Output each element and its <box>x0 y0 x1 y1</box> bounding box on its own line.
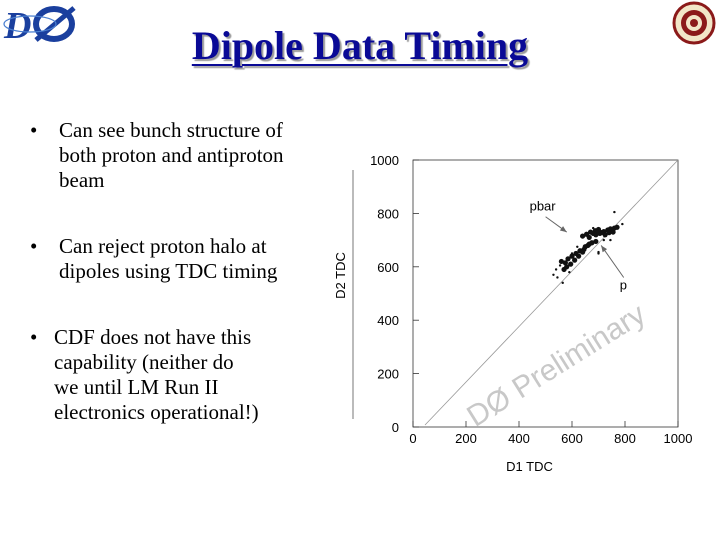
annotation-arrow-head <box>601 245 608 253</box>
data-point-p <box>558 258 564 265</box>
plot-frame <box>412 159 679 428</box>
data-point-halo <box>613 210 616 214</box>
bullet-symbol: • <box>30 234 38 258</box>
data-point-p <box>572 257 578 263</box>
annotation-pbar: pbar <box>530 199 557 214</box>
data-point-halo <box>552 273 555 277</box>
data-point-halo <box>554 268 558 271</box>
data-point-halo <box>576 245 579 248</box>
bullet-text: Can reject proton halo at dipoles using … <box>59 234 278 283</box>
x-tick-label: 1000 <box>664 431 693 446</box>
data-point-p <box>582 244 588 250</box>
data-point-pbar <box>614 224 620 230</box>
watermark-text: DØ Preliminary <box>461 298 651 434</box>
d0-logo-icon: D <box>2 2 80 47</box>
data-point-p <box>561 266 567 273</box>
bullet-text: Can see bunch structure of both proton a… <box>59 118 284 192</box>
bullet-text: CDF does not have this capability (neith… <box>54 325 259 424</box>
data-point-p <box>576 253 582 259</box>
x-tick-label: 0 <box>409 431 416 446</box>
annotation-arrow-line <box>600 245 625 278</box>
y-axis-label: D2 TDC <box>333 252 348 299</box>
y-tick-label: 800 <box>377 206 399 221</box>
scatter-plot: DØ Preliminary 0 200 400 600 800 1000 0 200 400 60… <box>330 130 720 485</box>
data-point-halo <box>561 281 564 285</box>
data-point-p <box>580 249 586 255</box>
data-point-halo <box>621 222 624 226</box>
data-point-halo <box>570 252 574 255</box>
data-point-halo <box>597 252 600 255</box>
y-tick-label: 600 <box>377 260 399 275</box>
scatter-chart: DØ Preliminary 0 200 400 600 800 1000 0 200 400 60… <box>333 153 693 474</box>
data-point-halo <box>609 238 612 242</box>
university-seal-icon <box>672 1 716 45</box>
data-point-halo <box>558 264 562 267</box>
svg-text:D: D <box>3 5 31 44</box>
bullet-symbol: • <box>30 325 38 349</box>
data-point-pbar <box>602 232 608 238</box>
y-tick-label: 400 <box>377 313 399 328</box>
y-tick-label: 0 <box>392 420 399 435</box>
x-axis-label: D1 TDC <box>506 459 553 474</box>
data-point-pbar <box>606 230 612 236</box>
data-point-p <box>565 256 571 262</box>
annotation-arrow-head <box>559 226 567 233</box>
data-point-halo <box>602 238 605 242</box>
data-point-p <box>562 260 568 266</box>
data-point-p <box>593 238 599 245</box>
data-point-pbar <box>595 228 602 235</box>
slide-title: Dipole Data Timing <box>191 23 529 68</box>
annotation-p: p <box>620 277 627 292</box>
data-point-p <box>569 253 575 259</box>
data-point-p <box>586 241 592 247</box>
x-tick-label: 800 <box>614 431 636 446</box>
data-point-pbar <box>610 229 616 235</box>
data-point-p <box>568 261 574 267</box>
x-tick-label: 200 <box>455 431 477 446</box>
data-point-halo <box>568 270 571 274</box>
x-tick-label: 400 <box>508 431 530 446</box>
y-tick-label: 200 <box>377 367 399 382</box>
data-point-halo <box>556 276 559 279</box>
y-tick-label: 1000 <box>370 153 399 168</box>
bullet-symbol: • <box>30 118 38 142</box>
data-point-pbar <box>590 230 596 237</box>
data-point-pbar <box>586 234 592 241</box>
data-point-halo <box>592 226 595 230</box>
diagonal-reference-line <box>424 159 679 426</box>
x-tick-label: 600 <box>561 431 583 446</box>
data-point-pbar <box>580 233 586 239</box>
